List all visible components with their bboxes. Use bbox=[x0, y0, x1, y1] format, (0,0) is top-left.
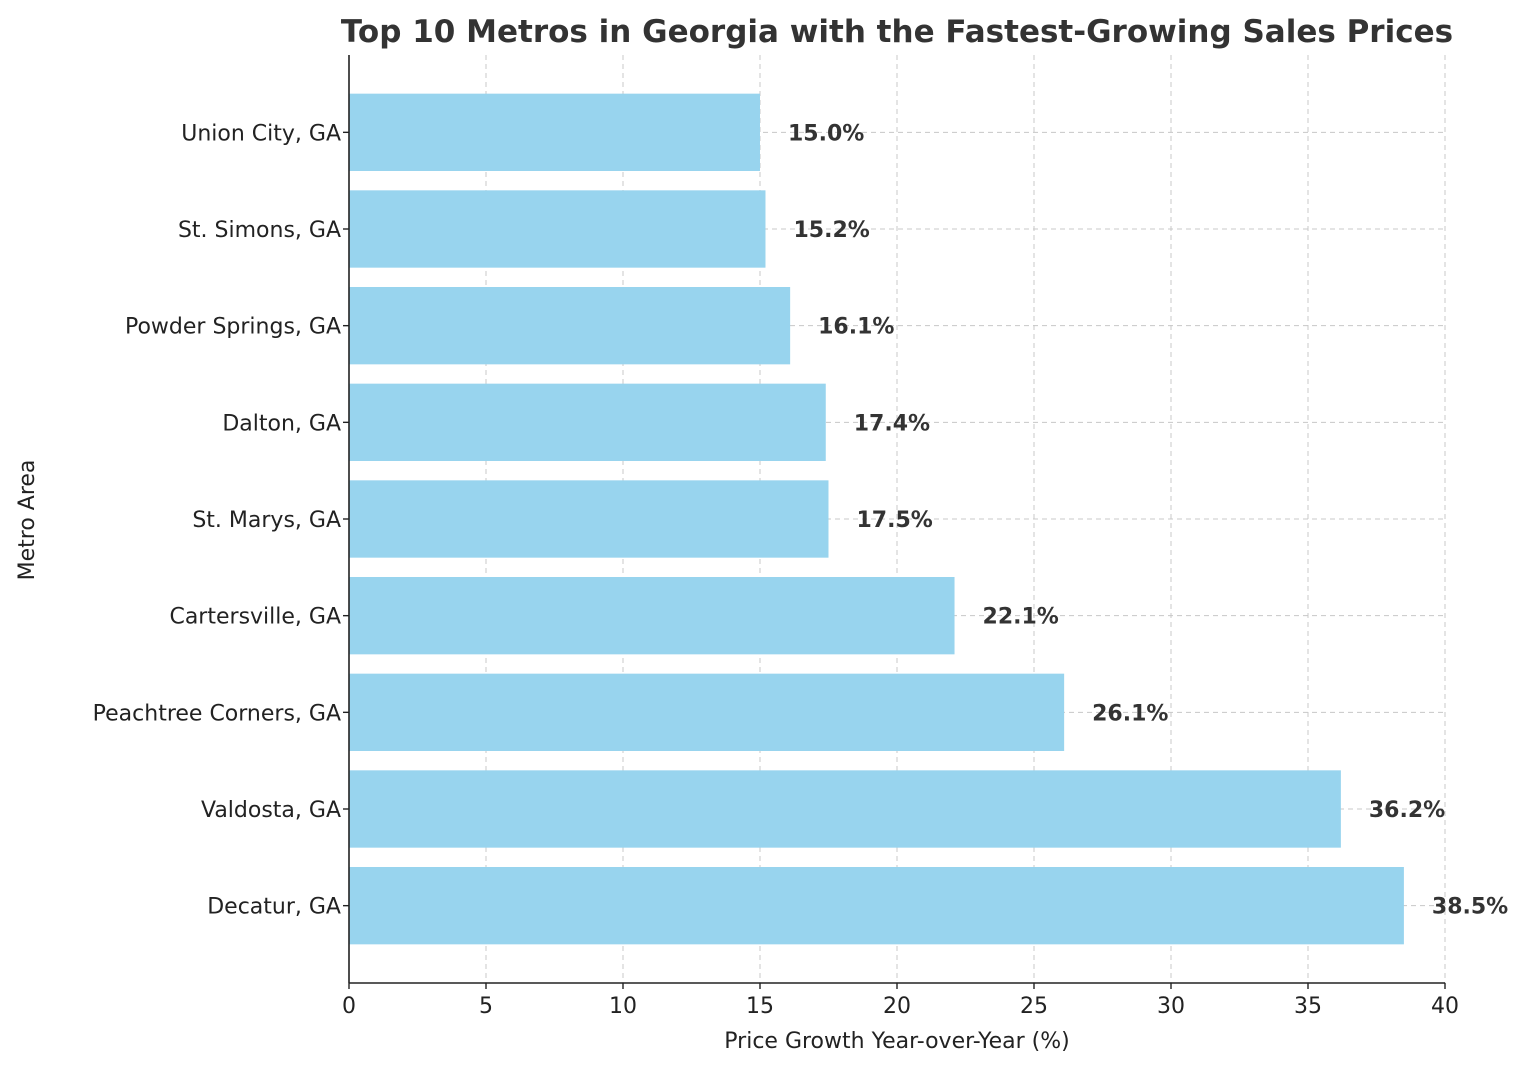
x-tick-labels: 0 5 10 15 20 25 30 35 40 bbox=[342, 983, 1459, 1019]
data-label: 17.5% bbox=[857, 508, 933, 533]
bar bbox=[349, 383, 826, 461]
x-tick-label: 10 bbox=[609, 994, 637, 1019]
data-labels: 38.5% 36.2% 26.1% 22.1% 17.5% 17.4% 16.1% 15.2%… bbox=[788, 121, 1508, 919]
data-label: 17.4% bbox=[854, 411, 930, 436]
chart-title: Top 10 Metros in Georgia with the Fastes… bbox=[341, 14, 1453, 50]
bar bbox=[349, 190, 766, 268]
data-label: 26.1% bbox=[1092, 701, 1168, 726]
y-tick-label: Union City, GA bbox=[181, 121, 341, 146]
data-label: 36.2% bbox=[1369, 798, 1445, 823]
data-label: 38.5% bbox=[1432, 895, 1508, 920]
x-tick-label: 0 bbox=[342, 994, 356, 1019]
x-axis-label: Price Growth Year-over-Year (%) bbox=[724, 1029, 1069, 1054]
bar bbox=[349, 770, 1341, 848]
y-tick-label: Powder Springs, GA bbox=[125, 315, 341, 340]
bar bbox=[349, 867, 1404, 945]
y-tick-label: Cartersville, GA bbox=[169, 605, 341, 630]
bar bbox=[349, 480, 829, 558]
y-axis-label: Metro Area bbox=[15, 460, 40, 581]
y-tick-label: Valdosta, GA bbox=[201, 798, 341, 823]
y-tick-label: Decatur, GA bbox=[207, 895, 341, 920]
x-tick-label: 25 bbox=[1020, 994, 1048, 1019]
data-label: 16.1% bbox=[818, 315, 894, 340]
data-label: 15.0% bbox=[788, 121, 864, 146]
data-label: 22.1% bbox=[983, 605, 1059, 630]
y-tick-label: Peachtree Corners, GA bbox=[93, 701, 341, 726]
y-tick-labels: Decatur, GA Valdosta, GA Peachtree Corners… bbox=[93, 121, 349, 920]
bar bbox=[349, 577, 955, 655]
y-tick-label: Dalton, GA bbox=[222, 411, 341, 436]
x-tick-label: 30 bbox=[1157, 994, 1185, 1019]
y-tick-label: St. Marys, GA bbox=[192, 508, 341, 533]
bars bbox=[349, 93, 1404, 945]
bar bbox=[349, 93, 760, 171]
data-label: 15.2% bbox=[793, 218, 869, 243]
x-tick-label: 20 bbox=[883, 994, 911, 1019]
x-tick-label: 5 bbox=[479, 994, 493, 1019]
x-tick-label: 35 bbox=[1294, 994, 1322, 1019]
y-tick-label: St. Simons, GA bbox=[178, 218, 341, 243]
bar bbox=[349, 287, 791, 365]
x-tick-label: 15 bbox=[746, 994, 774, 1019]
bar bbox=[349, 673, 1065, 751]
x-tick-label: 40 bbox=[1431, 994, 1459, 1019]
